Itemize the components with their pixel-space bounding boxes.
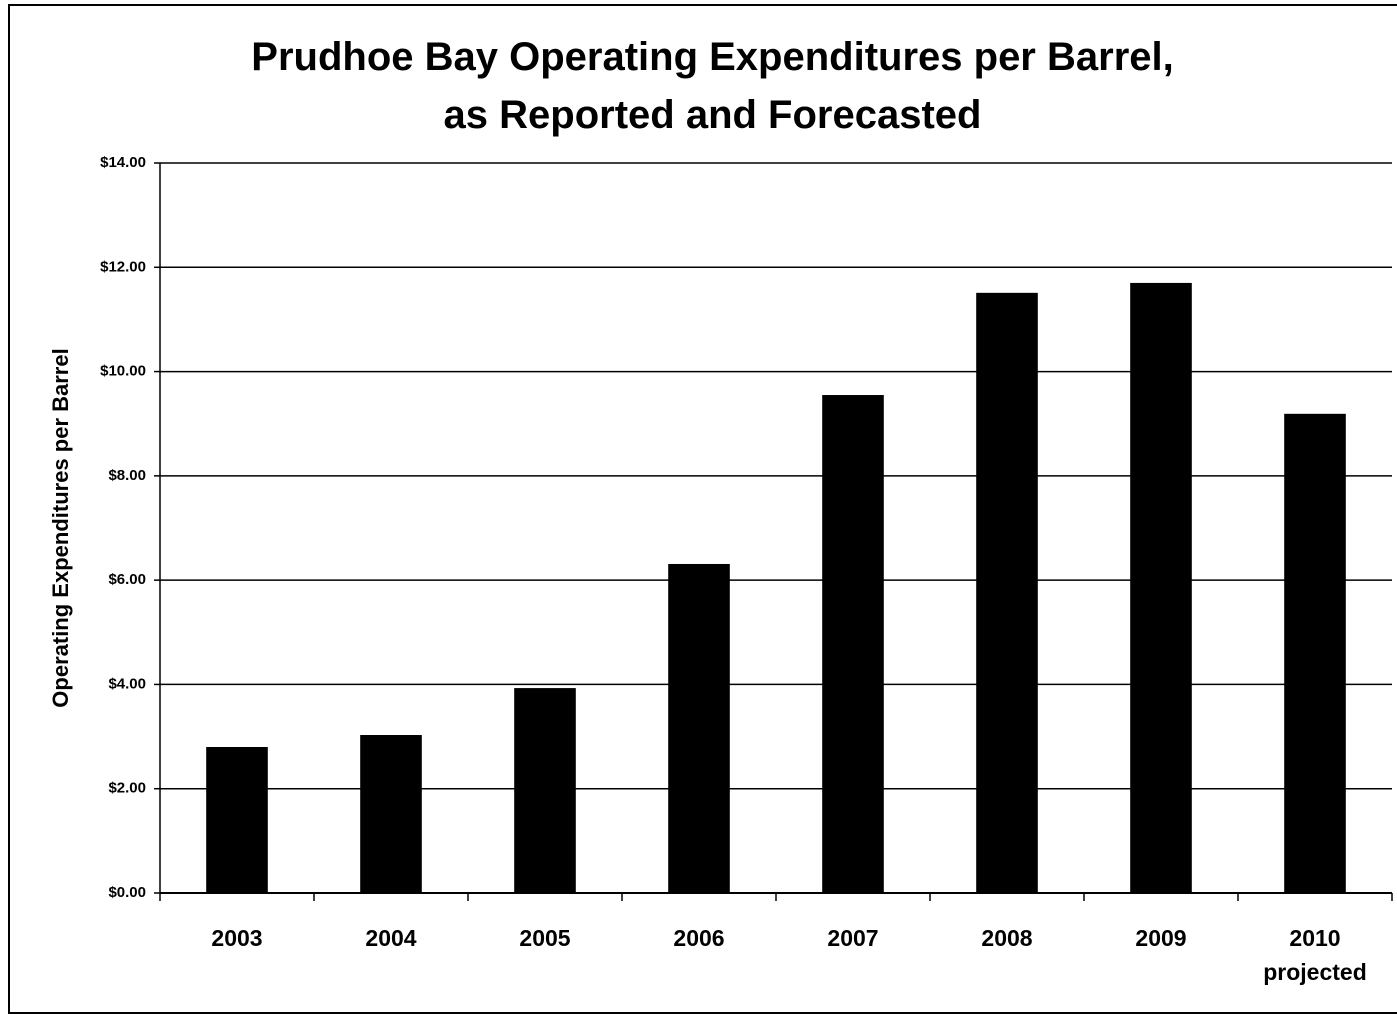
y-axis-title: Operating Expenditures per Barrel [48, 348, 73, 707]
y-tick-label: $10.00 [100, 363, 146, 380]
x-tick-label: 2010 projected [1263, 925, 1367, 985]
y-tick-label: $6.00 [108, 571, 146, 588]
bar [1130, 282, 1192, 893]
x-tick-label: 2007 [827, 925, 879, 951]
bar [822, 395, 884, 893]
y-tick-label: $8.00 [108, 467, 146, 484]
x-tick-label: 2008 [981, 925, 1033, 951]
bar [976, 292, 1038, 894]
y-tick-label: $12.00 [100, 258, 146, 275]
y-tick-label: $4.00 [108, 675, 146, 692]
y-tick-label: $2.00 [108, 780, 146, 797]
bar [360, 735, 422, 893]
y-tick-label: $14.00 [100, 154, 146, 171]
chart-title: Prudhoe Bay Operating Expenditures per B… [251, 35, 1174, 137]
x-tick-label: 2005 [519, 925, 571, 951]
y-tick-label: $0.00 [108, 884, 146, 901]
x-tick-label: 2006 [673, 925, 725, 951]
bar [514, 688, 576, 893]
bar [1284, 413, 1346, 893]
x-tick-label: 2009 [1135, 925, 1187, 951]
bar [668, 563, 730, 893]
bar [206, 747, 268, 893]
x-tick-label: 2003 [211, 925, 263, 951]
x-tick-label: 2004 [365, 925, 417, 951]
